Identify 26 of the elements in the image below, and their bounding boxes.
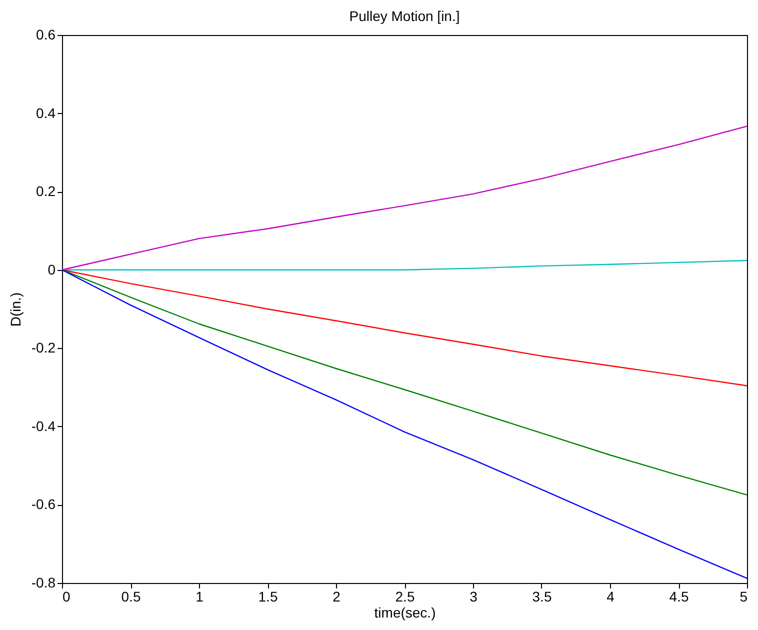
x-tick-label: 1 <box>196 588 204 604</box>
y-tick-label: -0.2 <box>31 340 56 356</box>
y-tick-label: 0.4 <box>36 104 56 121</box>
x-tick-label: 4.5 <box>669 588 689 604</box>
x-tick-label: 2 <box>332 588 341 604</box>
line-series <box>61 269 748 496</box>
x-tick-label: 4 <box>606 588 615 604</box>
y-tick-label: -0.4 <box>31 418 56 434</box>
y-tick-label: 0.6 <box>36 26 56 42</box>
x-tick-label: 3 <box>470 588 478 604</box>
x-tick-label: 2.5 <box>395 588 415 604</box>
line-series <box>61 126 748 270</box>
x-axis-title: time(sec.) <box>374 604 436 620</box>
x-tick-label: 0.5 <box>121 588 141 604</box>
line-series <box>61 269 748 386</box>
x-tick-label: 1.5 <box>258 588 278 604</box>
y-axis-title: D(in.) <box>7 292 24 327</box>
y-tick-label: -0.8 <box>31 574 56 590</box>
y-tick-label: 0.2 <box>36 183 56 200</box>
y-tick-label: 0 <box>48 261 56 278</box>
y-tick-label: -0.6 <box>31 496 56 512</box>
x-tick-label: 3.5 <box>532 588 552 604</box>
x-tick-label: 5 <box>740 588 748 604</box>
chart-title: Pulley Motion [in.] <box>349 8 460 24</box>
line-series <box>61 269 748 579</box>
x-tick-label: 0 <box>62 588 70 604</box>
